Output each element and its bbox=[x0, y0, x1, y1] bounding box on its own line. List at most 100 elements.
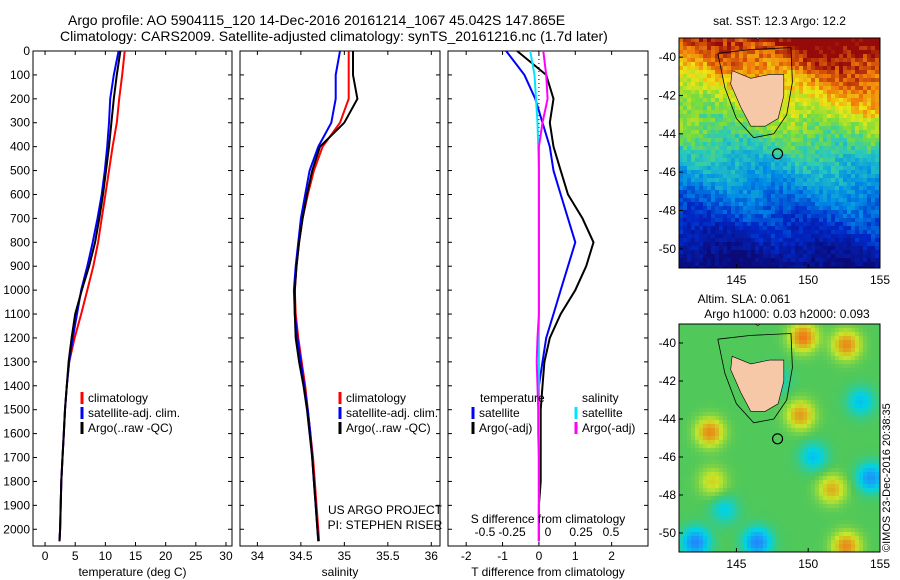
sst-cell bbox=[839, 166, 843, 170]
sst-cell bbox=[771, 214, 775, 218]
sst-cell bbox=[799, 66, 803, 70]
sla-cell bbox=[739, 416, 743, 420]
sla-cell bbox=[715, 416, 719, 420]
sst-cell bbox=[687, 42, 691, 46]
sst-cell bbox=[787, 190, 791, 194]
sst-cell bbox=[867, 138, 871, 142]
sst-cell bbox=[863, 142, 867, 146]
sst-cell bbox=[787, 246, 791, 250]
sla-cell bbox=[775, 496, 779, 500]
sst-cell bbox=[835, 70, 839, 74]
sst-cell bbox=[719, 46, 723, 50]
sst-cell bbox=[831, 94, 835, 98]
sst-cell bbox=[855, 170, 859, 174]
sst-cell bbox=[687, 114, 691, 118]
sla-cell bbox=[787, 360, 791, 364]
sst-cell bbox=[851, 138, 855, 142]
sst-cell bbox=[715, 246, 719, 250]
sst-cell bbox=[847, 118, 851, 122]
sst-cell bbox=[711, 138, 715, 142]
sla-cell bbox=[691, 544, 695, 548]
sst-cell bbox=[687, 210, 691, 214]
sst-cell bbox=[707, 258, 711, 262]
sst-cell bbox=[711, 166, 715, 170]
sla-cell bbox=[683, 376, 687, 380]
sst-cell bbox=[743, 266, 747, 268]
sst-cell bbox=[795, 62, 799, 66]
sst-cell bbox=[783, 82, 787, 86]
sla-cell bbox=[791, 424, 795, 428]
sst-cell bbox=[707, 50, 711, 54]
sst-cell bbox=[795, 230, 799, 234]
sla-cell bbox=[683, 500, 687, 504]
sst-cell bbox=[791, 42, 795, 46]
sla-cell bbox=[743, 428, 747, 432]
sst-cell bbox=[875, 134, 879, 138]
sst-cell bbox=[855, 110, 859, 114]
sst-cell bbox=[851, 230, 855, 234]
sla-cell bbox=[683, 332, 687, 336]
sla-cell bbox=[743, 504, 747, 508]
sst-cell bbox=[819, 182, 823, 186]
sla-cell bbox=[707, 428, 711, 432]
sst-cell bbox=[743, 198, 747, 202]
sla-cell bbox=[727, 368, 731, 372]
sla-cell bbox=[767, 456, 771, 460]
sst-cell bbox=[863, 230, 867, 234]
sst-cell bbox=[815, 86, 819, 90]
sla-cell bbox=[759, 536, 763, 540]
sst-cell bbox=[731, 246, 735, 250]
sst-cell bbox=[711, 142, 715, 146]
sla-cell bbox=[691, 520, 695, 524]
sla-cell bbox=[791, 448, 795, 452]
sst-cell bbox=[743, 134, 747, 138]
sst-cell bbox=[867, 266, 871, 268]
sst-cell bbox=[739, 198, 743, 202]
sst-cell bbox=[743, 50, 747, 54]
sst-cell bbox=[787, 170, 791, 174]
sst-cell bbox=[731, 166, 735, 170]
sst-cell bbox=[739, 230, 743, 234]
sst-cell bbox=[823, 238, 827, 242]
sst-cell bbox=[767, 190, 771, 194]
sla-cell bbox=[687, 388, 691, 392]
sla-cell bbox=[707, 328, 711, 332]
sst-cell bbox=[807, 46, 811, 50]
sst-cell bbox=[827, 242, 831, 246]
sla-cell bbox=[783, 352, 787, 356]
sst-cell bbox=[703, 98, 707, 102]
sst-cell bbox=[847, 246, 851, 250]
sla-cell bbox=[763, 432, 767, 436]
sla-cell bbox=[791, 376, 795, 380]
sla-cell bbox=[687, 448, 691, 452]
sla-cell bbox=[767, 436, 771, 440]
sst-cell bbox=[855, 42, 859, 46]
sst-cell bbox=[699, 158, 703, 162]
sst-cell bbox=[795, 218, 799, 222]
sst-cell bbox=[767, 210, 771, 214]
sst-cell bbox=[695, 210, 699, 214]
sla-cell bbox=[779, 412, 783, 416]
sla-cell bbox=[783, 500, 787, 504]
sla-cell bbox=[695, 424, 699, 428]
sst-cell bbox=[707, 62, 711, 66]
sla-cell bbox=[783, 380, 787, 384]
sla-cell bbox=[755, 428, 759, 432]
sst-cell bbox=[783, 142, 787, 146]
sst-cell bbox=[863, 78, 867, 82]
sla-cell bbox=[707, 404, 711, 408]
sst-cell bbox=[691, 218, 695, 222]
sla-cell bbox=[711, 488, 715, 492]
sla-cell bbox=[771, 472, 775, 476]
sst-cell bbox=[851, 118, 855, 122]
sst-cell bbox=[687, 74, 691, 78]
sst-cell bbox=[839, 162, 843, 166]
sst-cell bbox=[807, 254, 811, 258]
sst-cell bbox=[823, 178, 827, 182]
sla-cell bbox=[695, 376, 699, 380]
sst-cell bbox=[851, 86, 855, 90]
sla-cell bbox=[751, 356, 755, 360]
sla-cell bbox=[775, 520, 779, 524]
sst-cell bbox=[751, 242, 755, 246]
sla-cell bbox=[739, 436, 743, 440]
